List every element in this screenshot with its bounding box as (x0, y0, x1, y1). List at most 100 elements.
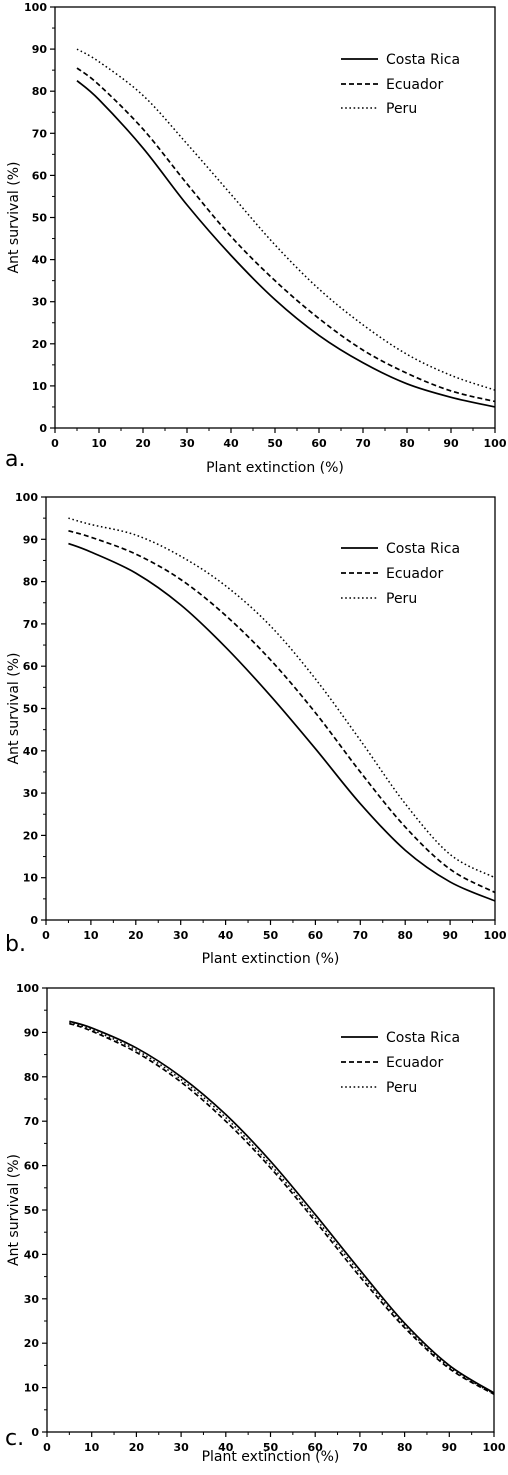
chart-c-x-axis-title: Plant extinction (%) (202, 1449, 340, 1465)
chart-b-y-tick-label: 30 (23, 787, 39, 800)
chart-a-y-tick-label: 30 (32, 296, 48, 309)
chart-a-series-line-ecuador (76, 67, 496, 403)
chart-b-y-tick-label: 20 (23, 829, 39, 842)
chart-a-x-tick-label: 70 (355, 437, 371, 450)
chart-c-x-tick-label: 100 (483, 1441, 506, 1454)
chart-a-y-tick-label: 50 (32, 212, 48, 225)
chart-b-legend-label: Ecuador (386, 566, 443, 582)
chart-a-x-axis-title: Plant extinction (%) (206, 460, 344, 476)
chart-b-y-tick-label: 100 (15, 491, 38, 504)
chart-c-x-tick-label: 20 (129, 1441, 145, 1454)
chart-c-x-tick-label: 10 (84, 1441, 100, 1454)
chart-b-x-axis-title: Plant extinction (%) (202, 951, 340, 967)
chart-b-legend-label: Peru (386, 591, 417, 607)
chart-a-y-tick-label: 20 (32, 338, 48, 351)
chart-a-y-tick-label: 80 (32, 85, 48, 98)
chart-a-legend-label: Costa Rica (386, 52, 460, 68)
chart-a-y-tick-label: 0 (39, 422, 47, 435)
chart-b-x-tick-label: 30 (173, 929, 189, 942)
chart-a-x-tick-label: 90 (443, 437, 459, 450)
chart-c-y-tick-label: 0 (31, 1426, 39, 1439)
chart-c-x-tick-label: 80 (397, 1441, 413, 1454)
chart-b-x-tick-label: 40 (218, 929, 234, 942)
chart-svg-b: 0 10 20 30 40 50 60 70 80 90 100 0 10 20 30 40 50 60 70 80 9… (6, 491, 507, 967)
chart-b-x-tick-label: 100 (484, 929, 507, 942)
chart-a-y-tick-label: 90 (32, 43, 48, 56)
chart-a-x-tick-label: 10 (91, 437, 107, 450)
chart-c-y-tick-label: 30 (24, 1293, 40, 1306)
chart-c-y-tick-label: 50 (24, 1204, 40, 1217)
chart-b-x-tick-label: 60 (308, 929, 324, 942)
chart-b-series-line-peru (68, 517, 496, 879)
chart-c-y-tick-label: 80 (24, 1071, 40, 1084)
chart-a-y-axis-title: Ant survival (%) (6, 162, 22, 274)
chart-c-series-line-peru (69, 1021, 495, 1395)
chart-a-x-tick-label: 40 (223, 437, 239, 450)
chart-c-legend-label: Ecuador (386, 1055, 443, 1071)
chart-b-plot-frame (45, 496, 496, 921)
chart-a-x-tick-label: 100 (484, 437, 507, 450)
chart-c-y-tick-label: 60 (24, 1160, 40, 1173)
chart-c-x-tick-label: 40 (218, 1441, 234, 1454)
chart-b-x-tick-label: 80 (398, 929, 414, 942)
chart-a-series-line-peru (76, 48, 496, 391)
chart-c-series-line-ecuador (69, 1022, 495, 1395)
chart-panel-b: 0 10 20 30 40 50 60 70 80 90 100 0 10 20 30 40 50 60 70 80 9… (0, 490, 508, 980)
chart-svg-c: 0 10 20 30 40 50 60 70 80 90 100 0 10 20 30 40 50 60 70 80 9… (6, 982, 506, 1465)
chart-a-x-tick-label: 0 (51, 437, 59, 450)
chart-a-y-tick-label: 60 (32, 169, 48, 182)
chart-c-legend-label: Peru (386, 1080, 417, 1096)
chart-c-x-tick-label: 0 (43, 1441, 51, 1454)
chart-b-x-tick-label: 70 (353, 929, 369, 942)
chart-a-x-tick-label: 50 (267, 437, 283, 450)
chart-b-y-tick-label: 60 (23, 660, 39, 673)
chart-a-legend-label: Ecuador (386, 77, 443, 93)
chart-svg-a: 0 10 20 30 40 50 60 70 80 90 100 0 10 20 30 40 50 60 70 80 9… (6, 1, 507, 476)
chart-panel-a: 0 10 20 30 40 50 60 70 80 90 100 0 10 20 30 40 50 60 70 80 9… (0, 0, 508, 490)
chart-c-x-tick-label: 90 (442, 1441, 458, 1454)
chart-c-y-tick-label: 90 (24, 1026, 40, 1039)
chart-b-y-tick-label: 50 (23, 703, 39, 716)
panel-label-b: b. (5, 932, 26, 957)
chart-b-y-tick-label: 40 (23, 745, 39, 758)
chart-a-plot-frame (54, 6, 496, 429)
chart-b-x-tick-label: 10 (83, 929, 99, 942)
chart-b-y-tick-label: 0 (30, 914, 38, 927)
chart-c-x-tick-label: 30 (173, 1441, 189, 1454)
chart-b-y-tick-label: 90 (23, 533, 39, 546)
chart-c-y-tick-label: 10 (24, 1382, 40, 1395)
chart-c-y-tick-label: 20 (24, 1337, 40, 1350)
chart-b-y-tick-label: 10 (23, 872, 39, 885)
chart-b-x-tick-label: 20 (128, 929, 144, 942)
chart-b-y-axis-title: Ant survival (%) (6, 653, 22, 765)
chart-a-legend-label: Peru (386, 101, 417, 117)
chart-a-x-tick-label: 60 (311, 437, 327, 450)
chart-c-y-axis-title: Ant survival (%) (6, 1154, 22, 1266)
chart-a-series-line-costa-rica (76, 80, 496, 408)
chart-c-y-tick-label: 70 (24, 1115, 40, 1128)
chart-b-y-tick-label: 70 (23, 618, 39, 631)
chart-b-legend-label: Costa Rica (386, 541, 460, 557)
chart-b-y-tick-label: 80 (23, 576, 39, 589)
chart-c-legend-label: Costa Rica (386, 1030, 460, 1046)
chart-a-x-tick-label: 20 (135, 437, 151, 450)
chart-b-series-line-costa-rica (68, 542, 496, 902)
chart-c-y-tick-label: 100 (16, 982, 39, 995)
chart-a-y-tick-label: 10 (32, 380, 48, 393)
chart-b-x-tick-label: 0 (42, 929, 50, 942)
chart-b-series-line-ecuador (68, 530, 496, 894)
chart-a-y-tick-label: 40 (32, 254, 48, 267)
chart-c-x-tick-label: 70 (352, 1441, 368, 1454)
chart-a-y-tick-label: 100 (24, 1, 47, 14)
chart-b-x-tick-label: 50 (263, 929, 279, 942)
chart-a-y-tick-label: 70 (32, 127, 48, 140)
panel-label-a: a. (5, 447, 26, 472)
chart-a-x-tick-label: 30 (179, 437, 195, 450)
chart-c-x-tick-label: 50 (263, 1441, 279, 1454)
chart-c-series-line-costa-rica (69, 1020, 495, 1394)
chart-c-y-tick-label: 40 (24, 1248, 40, 1261)
panel-label-c: c. (5, 1426, 25, 1451)
chart-panel-c: 0 10 20 30 40 50 60 70 80 90 100 0 10 20 30 40 50 60 70 80 9… (0, 980, 508, 1470)
chart-c-x-tick-label: 60 (308, 1441, 324, 1454)
chart-a-x-tick-label: 80 (399, 437, 415, 450)
